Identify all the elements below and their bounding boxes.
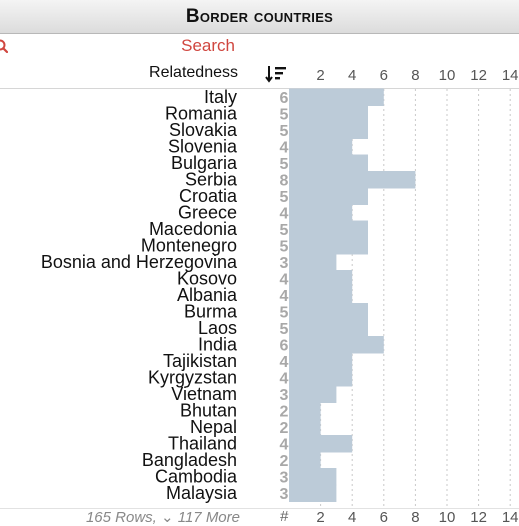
bar [289,221,368,239]
data-label: 4 [280,437,289,454]
row-count-footer: 165 Rows, ⌄ 117 More [20,508,240,526]
data-label: 3 [280,470,289,487]
bar [289,287,352,305]
data-label: 5 [280,189,289,206]
data-label: 6 [280,338,289,355]
data-label: 2 [280,420,289,437]
data-label: 3 [280,387,289,404]
data-label: 8 [280,173,289,190]
data-label: 5 [280,321,289,338]
bar [289,89,384,107]
bar [289,353,352,371]
bar [289,435,352,453]
bar [289,369,352,387]
x-tick-label-top: 12 [470,67,487,84]
more-rows-link[interactable]: ⌄ 117 More [161,509,240,526]
data-label: 3 [280,486,289,503]
bar [289,336,384,354]
bar [289,138,352,156]
bar [289,105,368,123]
data-label: 4 [280,206,289,223]
bar [289,402,321,420]
x-tick-label-top: 6 [380,67,388,84]
bar [289,419,321,437]
bar [289,270,352,288]
data-label: 3 [280,255,289,272]
data-label: 4 [280,354,289,371]
bar [289,204,352,222]
x-tick-label-bottom: 14 [502,509,519,525]
data-label: 5 [280,239,289,256]
row-count: 165 Rows, [86,509,157,526]
bar [289,485,336,503]
bar [289,237,368,255]
x-tick-label-top: 2 [316,67,324,84]
category-label: Malaysia [166,483,238,503]
data-label: 5 [280,222,289,239]
data-label: 4 [280,288,289,305]
bar [289,254,336,272]
data-label: 6 [280,90,289,107]
data-label: 5 [280,123,289,140]
x-tick-label-top: 14 [502,67,519,84]
x-tick-label-bottom: 6 [380,509,388,525]
data-label: 5 [280,305,289,322]
bar [289,122,368,140]
bar [289,452,321,470]
bar [289,320,368,338]
data-label: 5 [280,156,289,173]
data-label: 5 [280,107,289,124]
x-tick-label-top: 10 [439,67,456,84]
bar [289,468,336,486]
data-label: 2 [280,404,289,421]
x-tick-label-bottom: 12 [470,509,487,525]
score-column-footer: # [270,508,298,525]
x-tick-label-bottom: 8 [411,509,419,525]
x-tick-label-bottom: 4 [348,509,356,525]
x-tick-label-top: 4 [348,67,356,84]
x-tick-label-bottom: 10 [439,509,456,525]
bar [289,386,336,404]
data-label: 2 [280,453,289,470]
x-tick-label-bottom: 2 [316,509,324,525]
data-label: 4 [280,140,289,157]
data-label: 4 [280,272,289,289]
bar [289,188,368,206]
bar [289,171,415,189]
bar [289,303,368,321]
x-tick-label-top: 8 [411,67,419,84]
data-label: 4 [280,371,289,388]
bar [289,155,368,173]
